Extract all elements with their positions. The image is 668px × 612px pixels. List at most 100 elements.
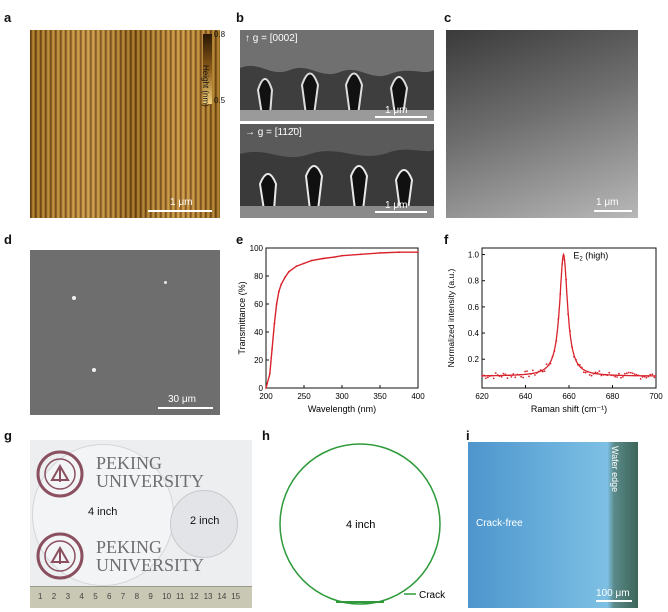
data-point (567, 313, 569, 316)
data-point (483, 374, 485, 377)
data-point (626, 372, 628, 375)
data-point (616, 376, 618, 378)
data-point (280, 283, 283, 286)
data-point (271, 347, 273, 350)
tem-bottom-texture (240, 124, 434, 218)
data-point (608, 371, 611, 374)
data-point (518, 374, 521, 376)
crack-map: 4 inch Crack (279, 443, 446, 605)
data-point (620, 376, 622, 379)
tem-image-top: ↑ g = [0002] 1 μm (240, 30, 434, 121)
data-point (532, 369, 534, 372)
data-point (310, 259, 313, 262)
x-tick-label: 640 (519, 392, 533, 401)
panel-label-b: b (236, 10, 244, 25)
data-point (530, 373, 532, 375)
sem-image-d: 30 μm (30, 250, 220, 415)
y-tick-label: 0.6 (468, 303, 480, 312)
x-axis-label: Wavelength (nm) (308, 404, 376, 414)
data-point (520, 375, 522, 378)
data-point (534, 374, 536, 376)
data-point (398, 251, 400, 254)
scale-bar-b-bottom (375, 211, 427, 213)
tem-image-bottom: → g = [112̄0] 1 μm (240, 124, 434, 218)
wafer-edge-label: Wafer edge (610, 446, 620, 493)
data-point (592, 372, 595, 375)
logo-text-top: PEKING UNIVERSITY (96, 454, 204, 490)
panel-label-c: c (444, 10, 452, 25)
ruler-number: 5 (93, 592, 98, 601)
wafer-outline (279, 443, 441, 605)
data-point (500, 376, 503, 378)
ruler-number: 9 (148, 592, 153, 601)
particle (92, 368, 96, 372)
data-point (604, 373, 607, 376)
data-point (557, 318, 560, 320)
ruler-number: 13 (203, 592, 213, 601)
data-point (588, 374, 591, 376)
data-point (612, 374, 615, 377)
peak-label-suffix: (high) (583, 250, 609, 260)
data-point (487, 376, 489, 379)
wafer-4inch-label: 4 inch (88, 506, 118, 518)
ruler: 1 2 3 4 5 6 7 8 9 10 11 12 13 14 15 (30, 586, 252, 608)
data-point (641, 376, 644, 378)
y-tick-label: 20 (254, 356, 263, 365)
data-point (273, 322, 276, 325)
data-point (514, 376, 517, 379)
data-point (522, 376, 524, 379)
data-point (610, 374, 613, 377)
university-seal-icon (36, 450, 84, 498)
data-point (565, 278, 568, 281)
particle (72, 296, 76, 300)
panel-label-g: g (4, 428, 12, 443)
y-axis-label: Normalized intensity (a.u.) (446, 268, 456, 367)
data-point (488, 375, 491, 377)
data-point (614, 375, 616, 378)
data-point (561, 263, 564, 265)
y-tick-label: 100 (250, 244, 264, 253)
logo-line1: PEKING (96, 537, 162, 557)
y-tick-label: 40 (254, 328, 263, 337)
y-tick-label: 0.8 (468, 277, 480, 286)
data-point (582, 371, 585, 374)
afm-image: 1 μm (30, 30, 220, 218)
scale-bar-b-top-label: 1 μm (385, 105, 408, 116)
data-point (535, 372, 538, 374)
ruler-number: 11 (176, 592, 185, 601)
data-point (545, 363, 548, 365)
data-point (341, 254, 343, 257)
data-point (494, 372, 497, 374)
data-point (543, 370, 546, 372)
data-point (598, 370, 601, 372)
university-seal-icon (36, 532, 84, 580)
data-point (569, 330, 571, 333)
afm-texture (30, 30, 220, 218)
ruler-number: 12 (189, 592, 199, 601)
scale-bar-c (594, 210, 632, 212)
y-axis-label: Transmittance (%) (237, 281, 247, 354)
tem-top-texture (240, 30, 434, 121)
data-point (481, 375, 483, 377)
data-point (537, 370, 540, 373)
ruler-number: 6 (107, 592, 112, 601)
tem-bottom-g-label: → g = [112̄0] (245, 127, 302, 138)
logo-line1: PEKING (96, 453, 162, 473)
data-point (584, 371, 587, 374)
x-tick-label: 250 (297, 392, 311, 401)
right-arrow-icon: → (245, 127, 255, 138)
data-point (606, 374, 609, 377)
data-point (600, 374, 603, 377)
raman-fit-line (482, 252, 656, 377)
data-point (643, 375, 646, 378)
data-point (549, 362, 552, 365)
data-point (645, 376, 648, 379)
x-tick-label: 680 (606, 392, 620, 401)
scale-bar-b-top (375, 116, 427, 118)
data-point (618, 372, 620, 375)
data-point (360, 253, 362, 256)
x-tick-label: 700 (649, 392, 663, 401)
scale-bar-c-label: 1 μm (596, 197, 619, 208)
data-point (579, 364, 581, 366)
data-point (265, 387, 267, 389)
